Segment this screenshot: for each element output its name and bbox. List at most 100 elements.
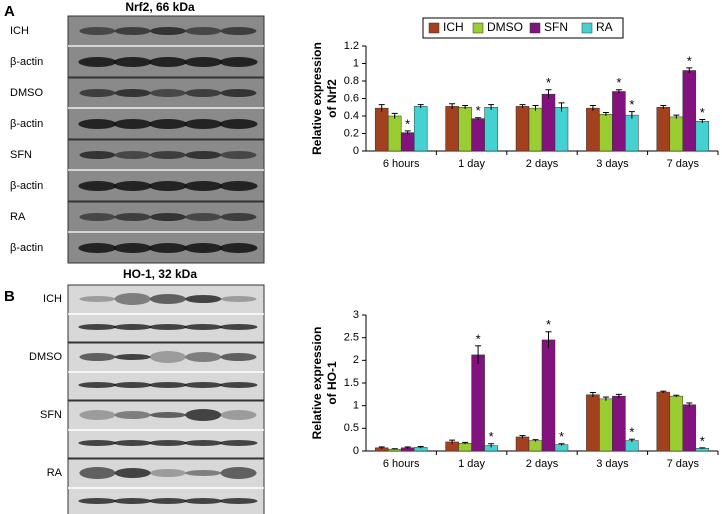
blot-band [79,213,116,221]
blot-band [184,119,223,129]
blot-band [113,382,152,388]
significance-star: * [546,75,551,90]
blot-band [148,498,187,504]
y-axis-label: of HO-1 [325,361,339,405]
blot-band [220,353,257,361]
y-tick-label: 2.5 [344,332,359,344]
row-label: DMSO [10,87,43,99]
blot-band [220,213,257,221]
bar [599,114,613,152]
y-axis-label: Relative expression [310,327,324,440]
blot-band [113,119,152,129]
bar [400,132,415,152]
blot-band [149,469,186,477]
bar [586,394,600,452]
row-label: β-actin [10,242,43,254]
blot-band [114,468,151,478]
blot-band [185,89,222,97]
row-label: ICH [43,293,62,305]
blot-band [148,57,187,67]
bar [625,114,639,152]
bar [554,107,569,152]
y-tick-label: 0.2 [344,127,359,139]
y-tick-label: 0 [353,445,359,457]
blot-band [149,294,186,304]
y-tick-label: 1.2 [344,40,359,52]
bar [515,106,530,152]
blot-band [220,410,257,420]
blot-band [185,409,222,421]
bar [554,444,569,452]
bar [586,107,600,152]
bar [515,436,530,452]
x-tick-label: 6 hours [383,458,420,470]
blot-band [220,89,257,97]
blot-band [219,440,258,446]
blot-band [114,411,151,419]
legend-swatch [428,22,440,34]
significance-star: * [559,429,564,444]
y-axis-label: of Nrf2 [325,79,339,118]
significance-star: * [616,75,621,90]
x-tick-label: 2 days [526,158,559,170]
significance-star: * [700,433,705,448]
y-tick-label: 1 [353,57,359,69]
row-label: SFN [10,149,32,161]
blot-band [185,27,222,35]
blot-band [148,440,187,446]
blot-band [219,243,258,253]
blot-band [149,27,186,35]
bar [612,395,626,452]
blot-band [149,213,186,221]
x-tick-label: 3 days [596,158,629,170]
blot-band [78,243,117,253]
bar [471,354,485,452]
y-tick-label: 0.4 [344,110,359,122]
blot-band [113,440,152,446]
significance-star: * [476,103,481,118]
blot-band [113,498,152,504]
significance-star: * [629,425,634,440]
significance-star: * [546,317,551,332]
bar [695,121,710,152]
bar [541,339,556,452]
blot-band [114,89,151,97]
legend-swatch [472,22,484,34]
row-label: SFN [40,409,62,421]
blot-band [113,57,152,67]
blot-band [113,243,152,253]
blot-band [148,324,187,330]
blot-band [78,324,117,330]
legend-label: ICH [443,20,464,34]
y-tick-label: 0.8 [344,75,359,87]
blot-band [220,151,257,159]
bar [445,106,459,152]
y-tick-label: 0.5 [344,422,359,434]
blot-band [78,382,117,388]
panel-letter: A [4,3,15,20]
y-tick-label: 0.6 [344,92,359,104]
blot-band [148,382,187,388]
legend-swatch [581,22,593,34]
bar [682,404,697,452]
row-label: DMSO [29,351,62,363]
y-tick-label: 1 [353,400,359,412]
bar [471,118,485,152]
blot-band [148,181,187,191]
x-tick-label: 6 hours [383,158,420,170]
blot-band [78,57,117,67]
blot-band [184,243,223,253]
blot-band [219,382,258,388]
blot-band [219,57,258,67]
blot-band [185,213,222,221]
x-tick-label: 7 days [667,458,700,470]
blot-band [79,353,116,361]
bar [656,107,671,152]
significance-star: * [405,116,410,131]
blot-band [184,57,223,67]
blot-band [78,498,117,504]
blot-band [79,151,116,159]
y-axis-label: Relative expression [310,42,324,155]
blot-band [185,151,222,159]
blot-band [220,27,257,35]
